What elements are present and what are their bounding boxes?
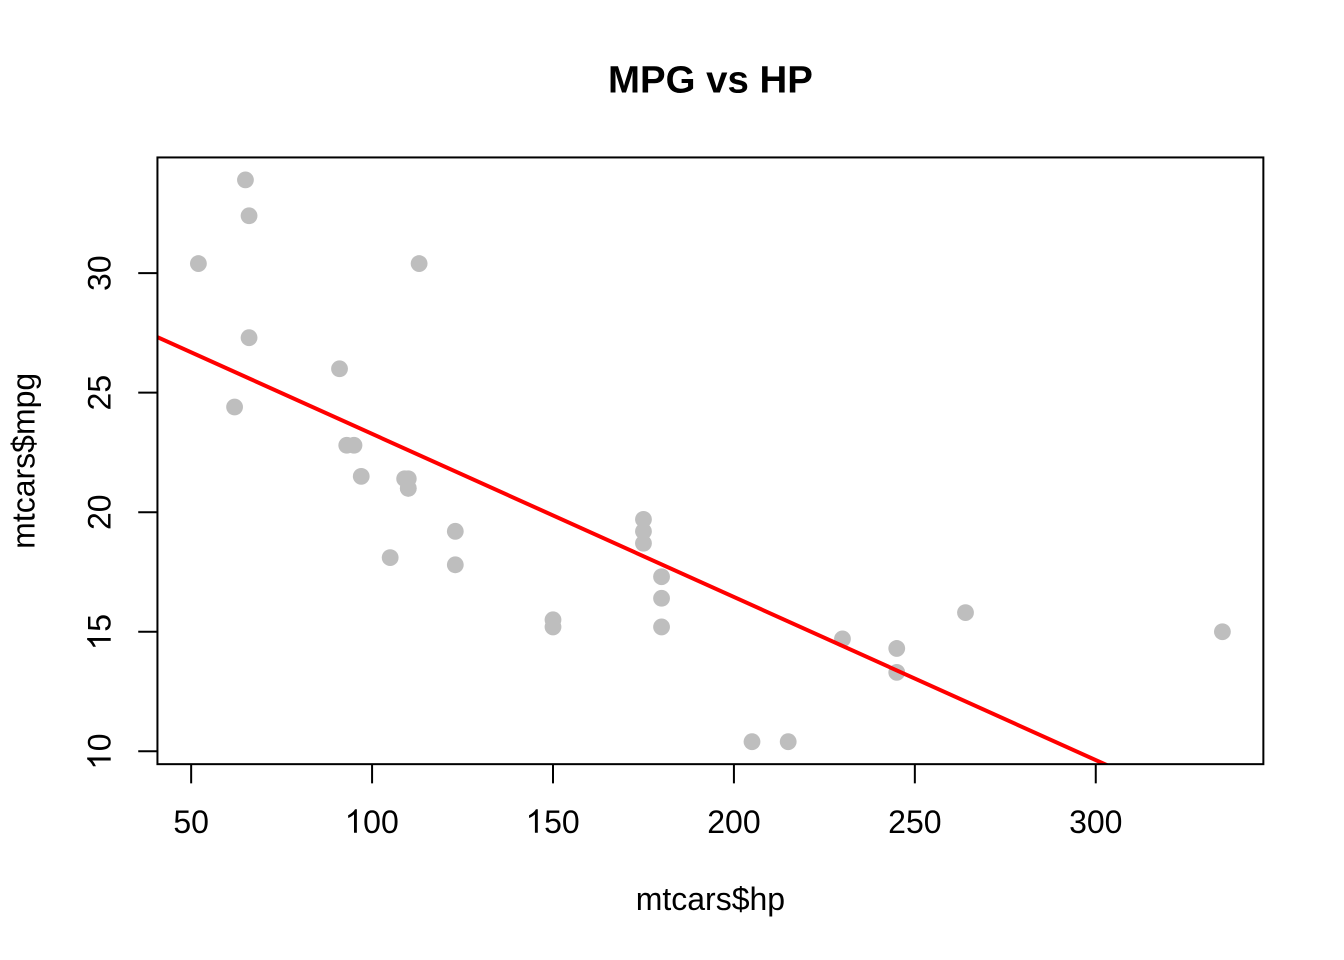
svg-text:50: 50 — [173, 804, 209, 840]
svg-text:250: 250 — [888, 804, 941, 840]
svg-text:50: 50 — [544, 804, 580, 840]
svg-text:5: 5 — [82, 614, 118, 632]
svg-text:mtcars$mpg: mtcars$mpg — [6, 373, 42, 549]
svg-text:200: 200 — [707, 804, 760, 840]
svg-text:20: 20 — [82, 494, 118, 530]
svg-text:mtcars$hp: mtcars$hp — [636, 881, 785, 917]
svg-text:00: 00 — [363, 804, 399, 840]
svg-text:0: 0 — [82, 733, 118, 751]
svg-text:25: 25 — [82, 375, 118, 411]
svg-text:30: 30 — [82, 255, 118, 291]
svg-text:300: 300 — [1069, 804, 1122, 840]
svg-text:MPG vs HP: MPG vs HP — [608, 59, 813, 102]
